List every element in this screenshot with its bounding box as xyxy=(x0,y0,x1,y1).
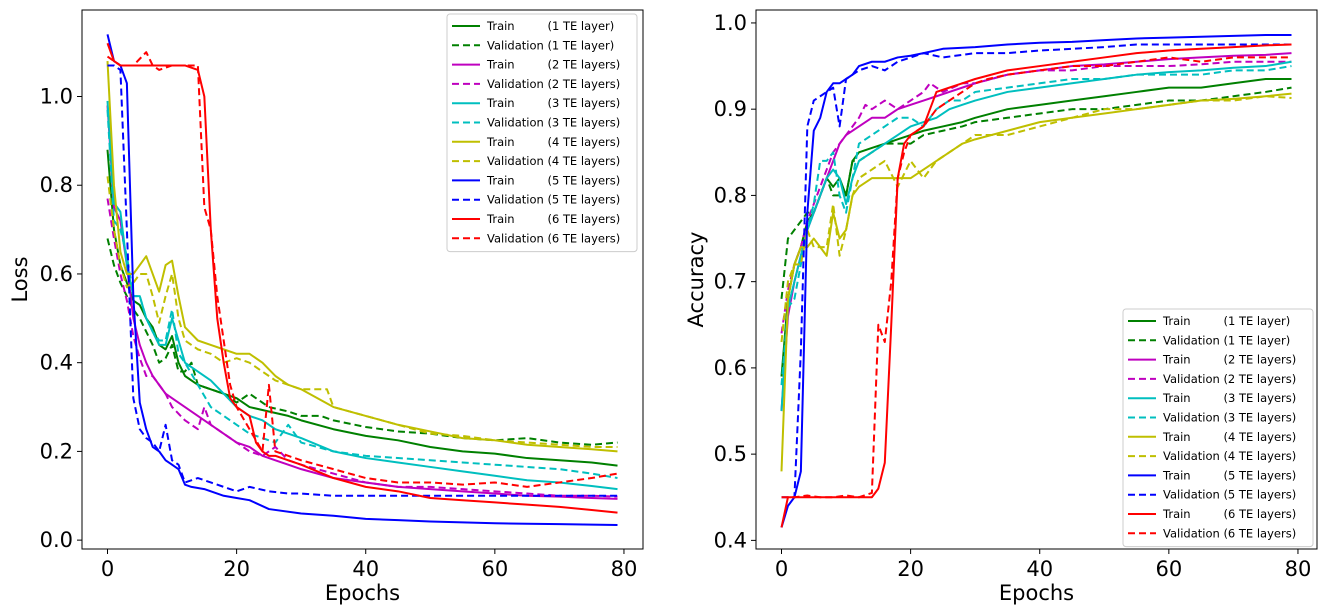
x-tick-label: 40 xyxy=(1026,557,1053,581)
x-tick-label: 20 xyxy=(897,557,924,581)
series-line-10 xyxy=(781,43,1292,499)
series-line-2 xyxy=(780,86,1292,300)
series-line-8 xyxy=(106,176,618,448)
legend-label: Validation (3 TE layers) xyxy=(487,116,620,130)
legend-label: Train (3 TE layers) xyxy=(486,96,620,110)
legend-label: Validation (3 TE layers) xyxy=(1163,411,1296,425)
legend-label: Validation (5 TE layers) xyxy=(487,193,620,207)
x-tick-label: 80 xyxy=(1285,557,1312,581)
series-line-9 xyxy=(780,34,1292,528)
legend: Train (1 TE layer) Validation (1 TE layer… xyxy=(1122,308,1314,548)
y-axis-title: Loss xyxy=(8,256,32,302)
series-line-7 xyxy=(106,60,618,453)
x-tick-label: 60 xyxy=(481,557,508,581)
legend-label: Train (6 TE layers) xyxy=(486,212,620,226)
legend-label: Validation (6 TE layers) xyxy=(1163,526,1296,540)
legend-label: Train (1 TE layer) xyxy=(486,19,614,33)
legend-label: Train (5 TE layers) xyxy=(1162,468,1296,482)
legend: Train (1 TE layer) Validation (1 TE layer… xyxy=(446,13,638,253)
x-axis-title: Epochs xyxy=(999,581,1074,605)
legend-box xyxy=(1122,308,1314,548)
legend-label: Train (3 TE layers) xyxy=(1162,391,1296,405)
legend-label: Validation (1 TE layer) xyxy=(487,38,614,52)
series-line-9 xyxy=(106,34,618,527)
y-tick-label: 1.0 xyxy=(714,11,747,35)
series-lines xyxy=(106,34,618,527)
series-line-4 xyxy=(106,198,618,498)
y-tick-label: 0.6 xyxy=(714,356,747,380)
x-axis-title: Epochs xyxy=(325,581,400,605)
legend-label: Validation (4 TE layers) xyxy=(1163,449,1296,463)
series-lines xyxy=(780,34,1292,528)
legend-label: Train (6 TE layers) xyxy=(1162,507,1296,521)
x-tick-label: 80 xyxy=(611,557,638,581)
legend-label: Validation (2 TE layers) xyxy=(487,77,620,91)
x-tick-label: 60 xyxy=(1155,557,1182,581)
y-tick-label: 0.7 xyxy=(714,270,747,294)
series-line-10 xyxy=(107,64,618,497)
series-line-12 xyxy=(106,51,618,488)
series-line-8 xyxy=(780,95,1292,343)
legend-label: Train (2 TE layers) xyxy=(1162,353,1296,367)
legend-label: Validation (6 TE layers) xyxy=(487,231,620,245)
x-tick-label: 20 xyxy=(223,557,250,581)
axes-frame xyxy=(81,9,644,550)
series-line-11 xyxy=(106,42,618,514)
legend-label: Validation (4 TE layers) xyxy=(487,154,620,168)
y-axis-title: Accuracy xyxy=(684,232,708,328)
y-tick-label: 0.8 xyxy=(714,183,747,207)
legend-label: Train (2 TE layers) xyxy=(486,58,620,72)
legend-label: Train (5 TE layers) xyxy=(486,173,620,187)
legend-label: Train (4 TE layers) xyxy=(1162,430,1296,444)
x-tick-label: 40 xyxy=(352,557,379,581)
y-tick-label: 0.4 xyxy=(40,351,73,375)
y-tick-label: 0.0 xyxy=(40,528,73,552)
legend-label: Validation (2 TE layers) xyxy=(1163,372,1296,386)
legend-label: Validation (5 TE layers) xyxy=(1163,488,1296,502)
x-tick-label: 0 xyxy=(775,557,788,581)
series-line-4 xyxy=(780,60,1292,334)
axes-frame xyxy=(755,9,1318,550)
legend-label: Train (1 TE layer) xyxy=(1162,314,1290,328)
legend-box xyxy=(446,13,638,253)
y-tick-label: 0.6 xyxy=(40,262,73,286)
y-tick-label: 0.8 xyxy=(40,173,73,197)
series-line-2 xyxy=(106,238,618,446)
y-tick-label: 1.0 xyxy=(40,85,73,109)
series-line-6 xyxy=(106,109,618,480)
legend-label: Train (4 TE layers) xyxy=(486,135,620,149)
series-line-6 xyxy=(780,65,1292,386)
legend-label: Validation (1 TE layer) xyxy=(1163,333,1290,347)
accuracy-chart-panel: 0 20 40 60 80 0.4 0.5 0.6 0.7 0.8 0.9 1.0 Epochs Accu… xyxy=(684,9,1318,605)
y-tick-label: 0.2 xyxy=(40,439,73,463)
y-tick-label: 0.9 xyxy=(714,97,747,121)
x-tick-label: 0 xyxy=(101,557,114,581)
y-tick-label: 0.4 xyxy=(714,528,747,552)
y-tick-label: 0.5 xyxy=(714,442,747,466)
loss-chart-panel: 0 20 40 60 80 0.0 0.2 0.4 0.6 0.8 1.0 Epochs Loss Tra… xyxy=(8,9,644,605)
